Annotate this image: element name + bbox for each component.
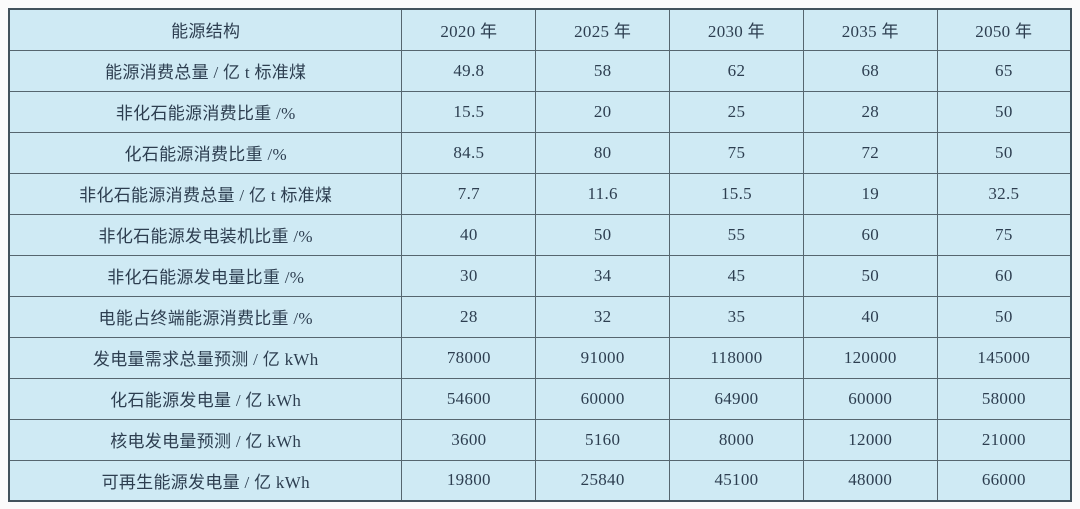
- row-label-cell: 非化石能源消费总量 / 亿 t 标准煤: [8, 172, 403, 215]
- table-row: 化石能源消费比重 /% 84.5 80 75 72 50: [8, 131, 1072, 174]
- header-cell-year: 2025 年: [535, 8, 671, 51]
- header-cell-year: 2050 年: [936, 8, 1072, 51]
- value-cell: 21000: [936, 418, 1072, 461]
- value-cell: 25840: [535, 459, 671, 502]
- value-cell: 34: [535, 254, 671, 297]
- value-cell: 60000: [535, 377, 671, 420]
- value-cell: 50: [535, 213, 671, 256]
- value-cell: 62: [669, 49, 804, 92]
- value-cell: 120000: [802, 336, 938, 379]
- row-label-cell: 化石能源消费比重 /%: [8, 131, 403, 174]
- value-cell: 50: [936, 90, 1072, 133]
- value-cell: 11.6: [535, 172, 671, 215]
- row-label-cell: 核电发电量预测 / 亿 kWh: [8, 418, 403, 461]
- value-cell: 7.7: [401, 172, 537, 215]
- value-cell: 58000: [936, 377, 1072, 420]
- value-cell: 68: [802, 49, 938, 92]
- value-cell: 5160: [535, 418, 671, 461]
- value-cell: 66000: [936, 459, 1072, 502]
- value-cell: 54600: [401, 377, 537, 420]
- table-row: 能源消费总量 / 亿 t 标准煤 49.8 58 62 68 65: [8, 49, 1072, 92]
- value-cell: 64900: [669, 377, 804, 420]
- value-cell: 28: [401, 295, 537, 338]
- value-cell: 145000: [936, 336, 1072, 379]
- value-cell: 25: [669, 90, 804, 133]
- row-label-cell: 非化石能源发电装机比重 /%: [8, 213, 403, 256]
- value-cell: 40: [802, 295, 938, 338]
- row-label-cell: 非化石能源发电量比重 /%: [8, 254, 403, 297]
- value-cell: 45100: [669, 459, 804, 502]
- value-cell: 91000: [535, 336, 671, 379]
- table-row: 非化石能源发电量比重 /% 30 34 45 50 60: [8, 254, 1072, 297]
- table-row: 化石能源发电量 / 亿 kWh 54600 60000 64900 60000 58000: [8, 377, 1072, 420]
- value-cell: 8000: [669, 418, 804, 461]
- value-cell: 3600: [401, 418, 537, 461]
- value-cell: 55: [669, 213, 804, 256]
- row-label-cell: 化石能源发电量 / 亿 kWh: [8, 377, 403, 420]
- value-cell: 58: [535, 49, 671, 92]
- value-cell: 75: [669, 131, 804, 174]
- header-cell-year: 2020 年: [401, 8, 537, 51]
- value-cell: 40: [401, 213, 537, 256]
- value-cell: 35: [669, 295, 804, 338]
- table-body: 能源消费总量 / 亿 t 标准煤 49.8 58 62 68 65 非化石能源消费比重 /%…: [8, 49, 1072, 502]
- header-cell-year: 2030 年: [669, 8, 804, 51]
- value-cell: 72: [802, 131, 938, 174]
- value-cell: 60: [936, 254, 1072, 297]
- row-label-cell: 能源消费总量 / 亿 t 标准煤: [8, 49, 403, 92]
- value-cell: 15.5: [401, 90, 537, 133]
- value-cell: 50: [936, 131, 1072, 174]
- value-cell: 49.8: [401, 49, 537, 92]
- header-cell-year: 2035 年: [802, 8, 938, 51]
- value-cell: 75: [936, 213, 1072, 256]
- value-cell: 20: [535, 90, 671, 133]
- value-cell: 60000: [802, 377, 938, 420]
- table-row: 非化石能源消费总量 / 亿 t 标准煤 7.7 11.6 15.5 19 32.5: [8, 172, 1072, 215]
- table-row: 发电量需求总量预测 / 亿 kWh 78000 91000 118000 120000 1…: [8, 336, 1072, 379]
- value-cell: 80: [535, 131, 671, 174]
- value-cell: 48000: [802, 459, 938, 502]
- value-cell: 50: [802, 254, 938, 297]
- value-cell: 12000: [802, 418, 938, 461]
- value-cell: 65: [936, 49, 1072, 92]
- value-cell: 19800: [401, 459, 537, 502]
- header-row: 能源结构 2020 年 2025 年 2030 年 2035 年 2050 年: [8, 8, 1072, 51]
- value-cell: 32: [535, 295, 671, 338]
- table-row: 非化石能源消费比重 /% 15.5 20 25 28 50: [8, 90, 1072, 133]
- value-cell: 19: [802, 172, 938, 215]
- header-cell-energy-structure: 能源结构: [8, 8, 403, 51]
- row-label-cell: 可再生能源发电量 / 亿 kWh: [8, 459, 403, 502]
- row-label-cell: 发电量需求总量预测 / 亿 kWh: [8, 336, 403, 379]
- value-cell: 28: [802, 90, 938, 133]
- table-row: 可再生能源发电量 / 亿 kWh 19800 25840 45100 48000 6600…: [8, 459, 1072, 502]
- value-cell: 84.5: [401, 131, 537, 174]
- value-cell: 30: [401, 254, 537, 297]
- table-row: 电能占终端能源消费比重 /% 28 32 35 40 50: [8, 295, 1072, 338]
- value-cell: 45: [669, 254, 804, 297]
- row-label-cell: 非化石能源消费比重 /%: [8, 90, 403, 133]
- row-label-cell: 电能占终端能源消费比重 /%: [8, 295, 403, 338]
- table-row: 核电发电量预测 / 亿 kWh 3600 5160 8000 12000 21000: [8, 418, 1072, 461]
- energy-structure-table: 能源结构 2020 年 2025 年 2030 年 2035 年 2050 年 能源消费总…: [8, 8, 1072, 502]
- value-cell: 32.5: [936, 172, 1072, 215]
- value-cell: 60: [802, 213, 938, 256]
- table-row: 非化石能源发电装机比重 /% 40 50 55 60 75: [8, 213, 1072, 256]
- table-header: 能源结构 2020 年 2025 年 2030 年 2035 年 2050 年: [8, 8, 1072, 51]
- value-cell: 78000: [401, 336, 537, 379]
- value-cell: 118000: [669, 336, 804, 379]
- value-cell: 50: [936, 295, 1072, 338]
- value-cell: 15.5: [669, 172, 804, 215]
